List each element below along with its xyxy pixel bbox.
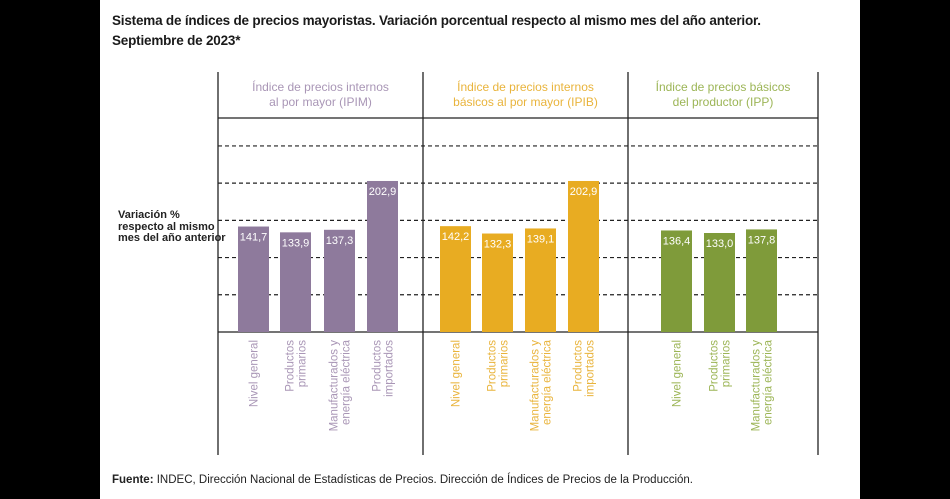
bar [482,233,513,332]
chart-title: Sistema de índices de precios mayoristas… [112,11,761,51]
y-axis-label: Variación % respecto al mismo mes del añ… [118,209,226,244]
data-label: 141,7 [240,232,268,244]
data-label: 142,2 [442,231,470,243]
category-label: Productos [709,340,721,392]
category-label: Manufacturados y [530,340,542,432]
source-note: Fuente: INDEC, Dirección Nacional de Est… [112,474,693,486]
source-label: Fuente: [112,474,154,486]
category-label: primarios [297,340,309,388]
bar [661,230,692,332]
group-header: del productor (IPP) [673,95,774,109]
data-label: 137,3 [326,235,354,247]
data-label: 132,3 [484,239,512,251]
category-label: Nivel general [451,340,463,407]
category-label: Productos [487,340,499,392]
category-label: importados [585,340,597,397]
data-label: 202,9 [570,186,598,198]
bar [280,232,311,332]
bar [324,229,355,332]
category-label: primarios [499,340,511,388]
category-label: Nivel general [249,340,261,407]
bar [238,226,269,332]
category-label: importados [384,340,396,397]
data-label: 133,9 [282,237,310,249]
data-label: 133,0 [706,238,734,250]
category-label: energía eléctrica [341,339,353,425]
group-header: Índice de precios internos [252,79,389,94]
group-header: Índice de precios internos [457,79,594,94]
category-label: Productos [285,340,297,392]
category-label: Productos [573,340,585,392]
bar [440,226,471,332]
bar [525,228,556,332]
group-header: Índice de precios básicos [656,79,791,94]
group-header: básicos al por mayor (IPIB) [453,95,598,109]
bar [704,233,735,332]
category-label: Manufacturados y [329,340,341,432]
title-line-1: Sistema de índices de precios mayoristas… [112,13,761,28]
category-label: Productos [372,340,384,392]
bar [746,229,777,332]
category-label: energía eléctrica [763,339,775,425]
data-label: 137,8 [748,234,776,246]
title-line-2: Septiembre de 2023* [112,33,241,48]
category-label: Nivel general [672,340,684,407]
data-label: 202,9 [369,186,397,198]
data-label: 139,1 [527,233,555,245]
bar [568,180,599,332]
category-label: energía eléctrica [542,339,554,425]
group-header: al por mayor (IPIM) [269,95,372,109]
data-label: 136,4 [663,235,691,247]
category-label: Manufacturados y [751,340,763,432]
chart-page: Sistema de índices de precios mayoristas… [100,0,860,499]
category-label: primarios [721,340,733,388]
bar [367,180,398,332]
source-text: INDEC, Dirección Nacional de Estadística… [153,474,694,486]
